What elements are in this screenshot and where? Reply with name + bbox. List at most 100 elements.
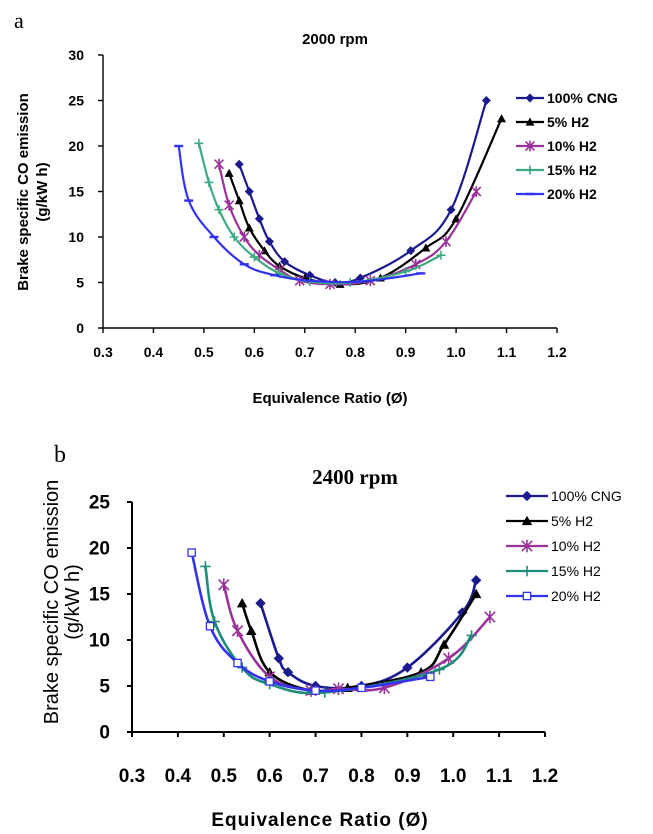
panel-b-axes: 0 5 10 15 20 25 0.3 0.4 0.5 0.6 0.7 0.8 0.9 1.0 1.1 1.2 <box>89 493 558 787</box>
data-point <box>471 186 482 197</box>
data-point <box>355 280 365 283</box>
series-5-h2 <box>224 114 507 288</box>
panel-b-title: 2400 rpm <box>312 465 398 489</box>
legend-label: 5% H2 <box>551 513 593 529</box>
data-point <box>305 279 315 282</box>
legend-label: 10% H2 <box>547 138 597 154</box>
data-point <box>244 187 254 196</box>
data-point <box>451 214 461 223</box>
data-point <box>224 199 235 211</box>
data-point <box>204 177 214 187</box>
data-point <box>470 575 482 586</box>
data-point <box>239 231 250 243</box>
legend-item: 15% H2 <box>506 563 601 579</box>
panel-b-ylabel-line1: Brake specific CO emission <box>41 480 63 725</box>
x-tick-label: 0.9 <box>396 344 416 360</box>
data-point <box>466 630 477 641</box>
x-tick-label: 1.0 <box>446 344 466 360</box>
data-point <box>319 687 330 698</box>
legend-label: 100% CNG <box>551 488 622 504</box>
x-tick-label: 1.1 <box>497 344 517 360</box>
data-point <box>497 114 507 123</box>
x-tick-label: 0.3 <box>119 766 145 787</box>
data-point <box>246 625 257 635</box>
x-tick-label: 0.6 <box>256 766 282 787</box>
data-point <box>214 205 224 215</box>
data-point <box>311 686 320 695</box>
x-tick-label: 1.1 <box>486 766 513 787</box>
legend-item: 100% CNG <box>516 90 618 106</box>
panel-a-title: 2000 rpm <box>302 31 368 48</box>
y-tick-label: 5 <box>76 274 84 290</box>
x-tick-label: 0.7 <box>295 344 315 360</box>
data-point <box>244 223 254 232</box>
legend-label: 5% H2 <box>547 114 589 130</box>
panel-a-legend: 100% CNG 5% H2 10% H2 15% H2 20% H2 <box>516 90 618 202</box>
legend-label: 15% H2 <box>551 563 601 579</box>
y-tick-label: 5 <box>99 677 110 698</box>
x-tick-label: 1.2 <box>532 766 558 787</box>
data-point <box>218 578 230 592</box>
data-point <box>265 677 274 686</box>
x-tick-label: 0.4 <box>165 766 192 787</box>
data-point <box>484 610 496 624</box>
data-point <box>434 664 445 675</box>
y-tick-label: 10 <box>89 631 110 652</box>
data-point <box>264 237 274 247</box>
data-point <box>174 144 184 148</box>
x-tick-label: 0.4 <box>144 344 164 360</box>
x-tick-label: 0.3 <box>93 344 113 360</box>
series-15-h2 <box>194 138 446 287</box>
x-tick-label: 0.8 <box>345 344 365 360</box>
data-point <box>438 639 450 649</box>
data-point <box>406 246 416 256</box>
legend-label: 20% H2 <box>551 588 601 604</box>
data-point <box>194 138 204 148</box>
y-tick-label: 20 <box>89 539 110 560</box>
data-point <box>209 616 220 627</box>
data-point <box>205 621 215 631</box>
data-point <box>273 653 285 664</box>
legend-marker <box>521 515 533 526</box>
y-tick-label: 30 <box>68 47 84 63</box>
series-20-h2 <box>174 144 426 284</box>
x-tick-label: 1.0 <box>440 766 466 787</box>
data-point <box>254 214 264 224</box>
data-point <box>213 158 225 170</box>
data-point <box>446 205 456 215</box>
y-tick-label: 0 <box>76 320 84 336</box>
data-point <box>234 159 244 169</box>
series-line <box>217 163 478 286</box>
y-tick-label: 0 <box>99 723 110 744</box>
x-tick-label: 1.2 <box>547 344 567 360</box>
y-tick-label: 10 <box>68 229 84 245</box>
x-tick-label: 0.5 <box>211 766 238 787</box>
panel-a: a 2000 rpm 0 5 10 15 20 25 30 0.3 0.4 0.5 0.6 0.7 0.… <box>14 8 618 407</box>
x-tick-label: 0.5 <box>194 344 214 360</box>
data-point <box>229 232 239 242</box>
panel-a-ylabel-line1: Brake specific CO emission <box>15 93 32 291</box>
panel-a-xlabel: Equivalence Ratio (Ø) <box>252 390 407 407</box>
series-line <box>238 100 488 284</box>
data-point <box>187 548 196 557</box>
data-point <box>280 257 290 267</box>
panel-a-label: a <box>14 8 24 33</box>
data-point <box>233 658 242 668</box>
data-point <box>402 662 413 673</box>
legend-marker <box>525 93 535 103</box>
legend-label: 10% H2 <box>551 538 601 554</box>
data-point <box>249 252 259 262</box>
data-point <box>436 250 446 260</box>
legend-item: 20% H2 <box>516 186 597 202</box>
y-tick-label: 25 <box>68 92 84 108</box>
data-point <box>357 683 366 693</box>
legend-marker <box>525 165 535 175</box>
panel-a-ylabel-line2: (g/kW h) <box>34 162 51 221</box>
data-point <box>184 199 194 202</box>
data-point <box>234 196 244 205</box>
legend-item: 100% CNG <box>506 488 622 504</box>
legend-marker <box>521 539 533 553</box>
legend-label: 15% H2 <box>547 162 597 178</box>
legend-marker <box>522 591 532 601</box>
